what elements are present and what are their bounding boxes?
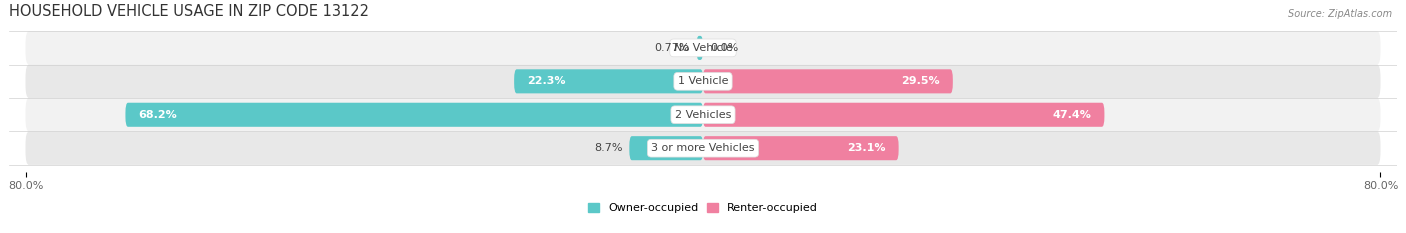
Text: 1 Vehicle: 1 Vehicle (678, 76, 728, 86)
FancyBboxPatch shape (25, 98, 1381, 131)
FancyBboxPatch shape (125, 103, 703, 127)
FancyBboxPatch shape (25, 31, 1381, 65)
FancyBboxPatch shape (25, 131, 1381, 165)
FancyBboxPatch shape (703, 103, 1105, 127)
Text: 2 Vehicles: 2 Vehicles (675, 110, 731, 120)
Text: 29.5%: 29.5% (901, 76, 941, 86)
Text: 3 or more Vehicles: 3 or more Vehicles (651, 143, 755, 153)
Text: Source: ZipAtlas.com: Source: ZipAtlas.com (1288, 9, 1392, 19)
Text: 0.77%: 0.77% (654, 43, 690, 53)
Text: 23.1%: 23.1% (848, 143, 886, 153)
FancyBboxPatch shape (696, 36, 703, 60)
Text: 0.0%: 0.0% (710, 43, 738, 53)
Text: 8.7%: 8.7% (595, 143, 623, 153)
Text: 22.3%: 22.3% (527, 76, 565, 86)
FancyBboxPatch shape (515, 69, 703, 93)
FancyBboxPatch shape (703, 69, 953, 93)
FancyBboxPatch shape (630, 136, 703, 160)
Text: 68.2%: 68.2% (138, 110, 177, 120)
Legend: Owner-occupied, Renter-occupied: Owner-occupied, Renter-occupied (583, 198, 823, 218)
FancyBboxPatch shape (25, 65, 1381, 98)
FancyBboxPatch shape (703, 136, 898, 160)
Text: HOUSEHOLD VEHICLE USAGE IN ZIP CODE 13122: HOUSEHOLD VEHICLE USAGE IN ZIP CODE 1312… (8, 4, 368, 19)
Text: 47.4%: 47.4% (1053, 110, 1091, 120)
Text: No Vehicle: No Vehicle (673, 43, 733, 53)
